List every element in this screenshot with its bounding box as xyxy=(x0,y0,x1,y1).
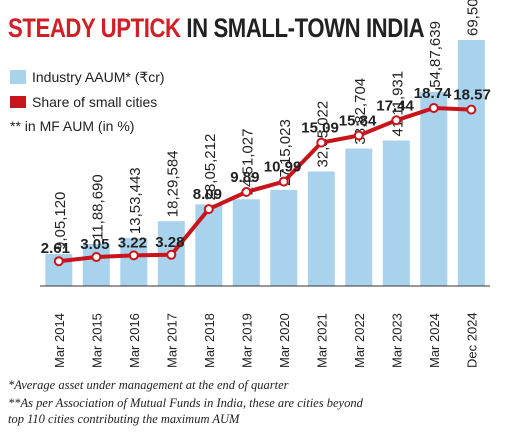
share-value-label-3: 3.28 xyxy=(155,234,184,251)
bar-11 xyxy=(457,40,485,286)
bar-6 xyxy=(270,189,298,286)
share-point-9 xyxy=(391,115,402,126)
bar-1 xyxy=(82,243,110,286)
x-tick-label-9: Mar 2023 xyxy=(389,313,404,368)
legend: Industry AAUM* (₹cr) Share of small citi… xyxy=(10,69,165,134)
bar-value-label-6: 27,15,023 xyxy=(277,119,294,186)
footnote-1: *Average asset under management at the e… xyxy=(8,378,289,392)
x-tick-label-4: Mar 2018 xyxy=(202,313,217,368)
share-value-label-7: 15.09 xyxy=(301,120,339,137)
x-tick-label-0: Mar 2014 xyxy=(52,313,67,368)
legend-line-note: ** in MF AUM (in %) xyxy=(10,118,134,134)
share-point-3 xyxy=(166,249,177,260)
x-tick-label-11: Dec 2024 xyxy=(464,312,479,368)
share-point-6 xyxy=(278,176,289,187)
share-line xyxy=(58,106,472,264)
share-point-7 xyxy=(316,137,327,148)
share-point-10 xyxy=(428,103,439,113)
bar-group xyxy=(45,40,485,286)
share-point-11 xyxy=(466,104,477,115)
legend-line-label: Share of small cities xyxy=(32,94,157,110)
legend-bar-label: Industry AAUM* (₹cr) xyxy=(32,69,165,85)
x-tick-label-8: Mar 2022 xyxy=(352,313,367,368)
share-value-label-0: 2.61 xyxy=(41,240,70,257)
share-value-label-11: 18.57 xyxy=(453,87,491,104)
share-value-label-10: 18.74 xyxy=(414,85,452,102)
share-point-0 xyxy=(53,256,64,267)
x-tick-label-10: Mar 2024 xyxy=(427,313,442,368)
bar-value-label-7: 32,35,022 xyxy=(314,101,331,168)
share-point-5 xyxy=(241,187,252,197)
share-point-1 xyxy=(91,252,102,262)
share-value-label-2: 3.22 xyxy=(118,234,147,251)
x-tick-label-6: Mar 2020 xyxy=(277,313,292,368)
share-point-4 xyxy=(203,204,214,215)
x-tick-label-1: Mar 2015 xyxy=(89,313,104,368)
bar-value-label-8: 38,82,704 xyxy=(352,78,369,145)
title-rest: IN SMALL-TOWN INDIA xyxy=(186,13,425,43)
bar-8 xyxy=(345,148,373,286)
bar-value-label-5: 24,51,027 xyxy=(239,129,256,196)
x-tick-label-5: Mar 2019 xyxy=(239,313,254,368)
share-value-label-8: 15.84 xyxy=(339,113,377,130)
share-point-8 xyxy=(353,130,364,141)
bar-value-label-2: 13,53,443 xyxy=(127,167,144,234)
footnote-3: top 110 cities contributing the maximum … xyxy=(8,412,240,426)
legend-bar-swatch xyxy=(10,70,26,84)
footnote-2: **As per Association of Mutual Funds in … xyxy=(8,396,363,410)
bar-2 xyxy=(120,238,148,286)
share-value-label-4: 8.09 xyxy=(193,186,222,203)
share-value-label-9: 17.44 xyxy=(376,97,414,114)
chart-title: STEADY UPTICK IN SMALL-TOWN INDIA xyxy=(8,12,425,44)
share-value-label-6: 10.99 xyxy=(264,159,302,176)
title-highlight: STEADY UPTICK xyxy=(8,13,181,43)
bar-value-label-10: 54,87,639 xyxy=(427,21,444,88)
bar-9 xyxy=(382,140,410,286)
bar-value-label-4: 23,05,212 xyxy=(202,134,219,201)
bar-10 xyxy=(420,91,448,286)
bar-label-group: 9,05,120 11,88,690 13,53,443 18,29,584 23,05… xyxy=(52,0,481,250)
bar-value-label-1: 11,88,690 xyxy=(89,174,106,240)
share-value-label-1: 3.05 xyxy=(80,236,109,253)
x-tick-label-2: Mar 2016 xyxy=(127,313,142,368)
bar-value-label-3: 18,29,584 xyxy=(164,150,181,217)
bar-value-label-0: 9,05,120 xyxy=(52,192,69,250)
bar-5 xyxy=(232,199,260,286)
share-point-2 xyxy=(128,250,139,261)
x-tick-label-3: Mar 2017 xyxy=(164,313,179,368)
bar-value-label-11: 69,50,587 xyxy=(464,0,481,36)
x-tick-label-7: Mar 2021 xyxy=(314,313,329,368)
bar-4 xyxy=(195,204,223,286)
legend-line-swatch xyxy=(10,96,26,108)
share-value-label-5: 9.89 xyxy=(230,169,259,186)
bar-7 xyxy=(307,171,335,286)
x-tick-label-group: Mar 2014 Mar 2015 Mar 2016 Mar 2017 Mar 2018… xyxy=(52,312,479,368)
